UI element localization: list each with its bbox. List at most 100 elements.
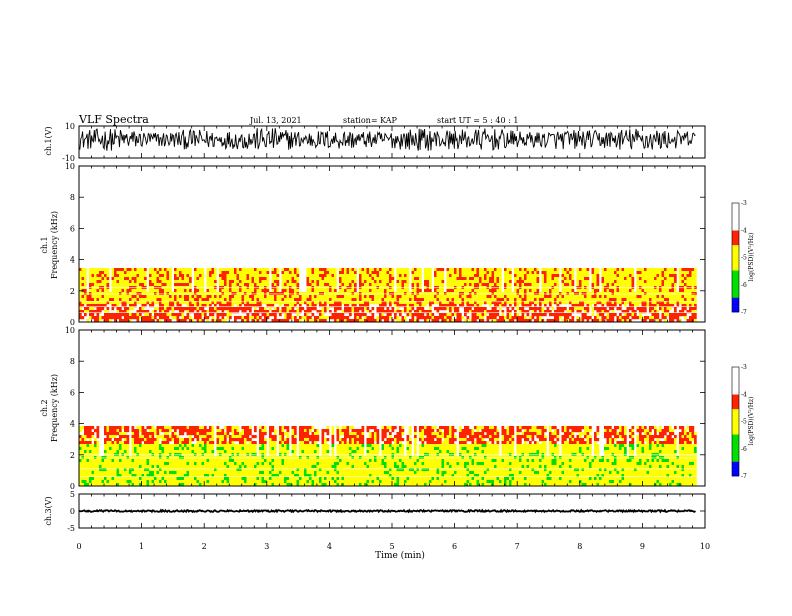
spectrogram-cell — [684, 274, 687, 277]
spectrogram-cell — [522, 316, 525, 319]
spectrogram-cell — [264, 280, 267, 283]
spectrogram-cell — [252, 298, 255, 301]
spectrogram-cell — [127, 289, 130, 292]
spectrogram-cell — [124, 313, 127, 316]
spectrogram-cell — [357, 313, 360, 316]
spectrogram-cell — [349, 271, 352, 274]
spectrogram-cell — [197, 277, 200, 280]
spectrogram-cell — [429, 307, 432, 310]
spectrogram-cell — [339, 268, 342, 271]
spectrogram-cell — [474, 313, 477, 316]
spectrogram-cell — [172, 435, 175, 438]
spectrogram-cell — [174, 465, 177, 468]
spectrogram-cell — [277, 277, 280, 280]
spectrogram-cell — [449, 277, 452, 280]
spectrogram-cell — [574, 298, 577, 301]
spectrogram-cell — [414, 271, 417, 274]
spectrogram-cell — [672, 316, 675, 319]
spectrogram-cell — [137, 450, 140, 453]
spectrogram-cell — [412, 274, 415, 277]
spectrogram-cell — [534, 280, 537, 283]
spectrogram-cell — [242, 277, 245, 280]
spectrogram-cell — [347, 298, 350, 301]
spectrogram-cell — [232, 280, 235, 283]
spectrogram-cell — [364, 298, 367, 301]
spectrogram-cell — [97, 274, 100, 277]
spectrogram-cell — [229, 298, 232, 301]
spectrogram-cell — [84, 477, 87, 480]
spectrogram-cell — [672, 271, 675, 274]
spectrogram-cell — [129, 268, 132, 271]
spectrogram-cell — [522, 289, 525, 292]
spectrogram-cell — [347, 307, 350, 310]
spectrogram-cell — [144, 465, 147, 468]
spectrogram-cell — [202, 477, 205, 480]
spectrogram-cell — [159, 477, 162, 480]
spectrogram-cell — [417, 313, 420, 316]
spectrogram-cell — [274, 316, 277, 319]
spectrogram-cell — [487, 277, 490, 280]
spectrogram-cell — [642, 283, 645, 286]
spectrogram-cell — [544, 277, 547, 280]
spectrogram-cell — [564, 277, 567, 280]
spectrogram-cell — [257, 280, 260, 283]
spectrogram-cell — [197, 289, 200, 292]
spectrogram-cell — [197, 280, 200, 283]
spectrogram-cell — [352, 289, 355, 292]
spectrogram-cell — [674, 274, 677, 277]
spectrogram-cell — [97, 477, 100, 480]
spectrogram-cell — [567, 289, 570, 292]
spectrogram-cell — [404, 271, 407, 274]
spectrogram-cell — [222, 274, 225, 277]
spectrogram-cell — [117, 432, 120, 435]
spectrogram-cell — [679, 274, 682, 277]
spectrogram-cell — [159, 462, 162, 465]
spectrogram-cell — [589, 316, 592, 319]
spectrogram-cell — [307, 277, 310, 280]
spectrogram-cell — [199, 429, 202, 432]
spectrogram-cell — [159, 316, 162, 319]
spectrogram-cell — [439, 283, 442, 286]
spectrogram-cell — [117, 271, 120, 274]
spectrogram-cell — [402, 271, 405, 274]
spectrogram-cell — [447, 316, 450, 319]
spectrogram-cell — [187, 441, 190, 444]
y-tick-label: 2 — [70, 287, 75, 296]
spectrogram-cell — [109, 465, 112, 468]
spectrogram-cell — [144, 283, 147, 286]
spectrogram-cell — [399, 289, 402, 292]
spectrogram-cell — [619, 295, 622, 298]
spectrogram-cell — [312, 277, 315, 280]
spectrogram-cell — [122, 426, 125, 429]
spectrogram-cell — [117, 277, 120, 280]
spectrogram-cell — [117, 444, 120, 447]
spectrogram-cell — [144, 295, 147, 298]
spectrogram-cell — [524, 268, 527, 271]
spectrogram-cell — [179, 459, 182, 462]
spectrogram-cell — [132, 313, 135, 316]
spectrogram-cell — [417, 283, 420, 286]
spectrogram-cell — [454, 277, 457, 280]
spectrogram-cell — [159, 289, 162, 292]
spectrogram-cell — [164, 459, 167, 462]
spectrogram-cell — [149, 295, 152, 298]
spectrogram-cell — [132, 432, 135, 435]
spectrogram-cell — [354, 316, 357, 319]
spectrogram-cell — [244, 289, 247, 292]
spectrogram-cell — [99, 298, 102, 301]
spectrogram-cell — [319, 289, 322, 292]
spectrogram-cell — [137, 438, 140, 441]
spectrogram-cell — [599, 298, 602, 301]
spectrogram-cell — [297, 295, 300, 298]
spectrogram-cell — [437, 298, 440, 301]
spectrogram-cell — [109, 438, 112, 441]
spectrogram-cell — [112, 480, 115, 483]
spectrogram-cell — [319, 283, 322, 286]
spectrogram-cell — [112, 462, 115, 465]
spectrogram-cell — [387, 307, 390, 310]
spectrogram-cell — [639, 283, 642, 286]
spectrogram-cell — [529, 274, 532, 277]
spectrogram-cell — [119, 441, 122, 444]
spectrogram-cell — [647, 274, 650, 277]
spectrogram-cell — [689, 280, 692, 283]
